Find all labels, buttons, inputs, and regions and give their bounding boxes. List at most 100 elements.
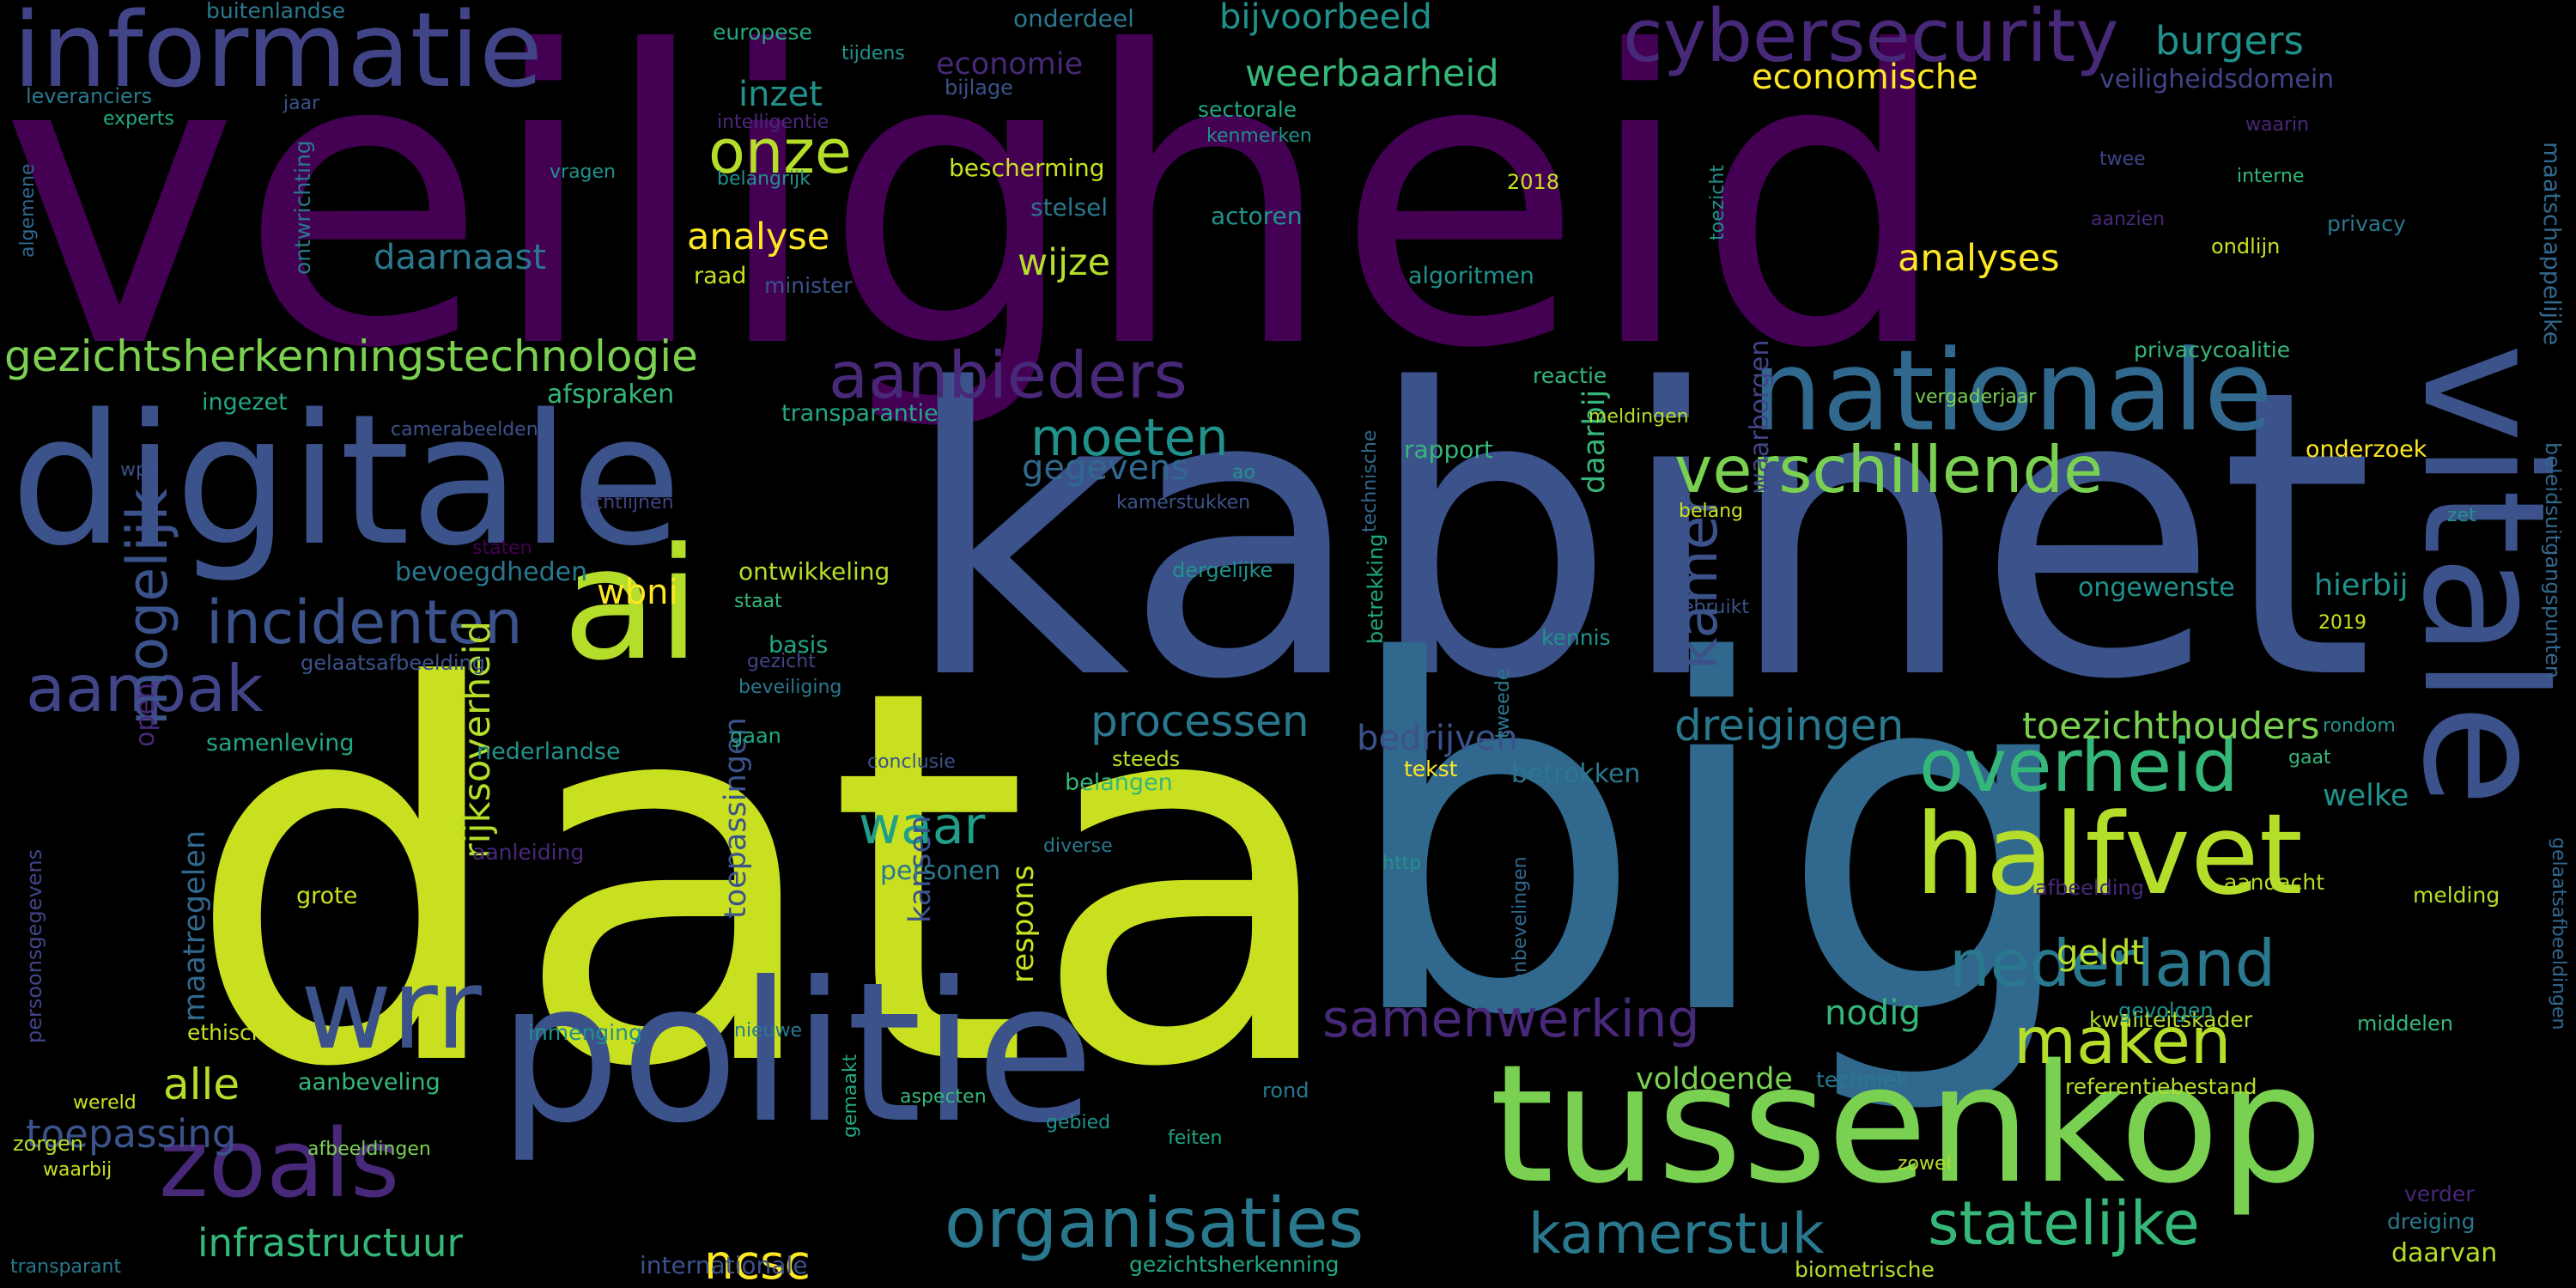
word-beveiliging: beveiliging [738, 677, 842, 698]
word-transparantie: transparantie [781, 400, 939, 427]
word-gezichtsherkenning: gezichtsherkenning [1129, 1252, 1340, 1277]
word-gebruikt: gebruikt [1670, 597, 1749, 618]
word-ai: ai [562, 515, 701, 695]
word-algoritmes: algoritmes [1242, 807, 1285, 1005]
word-wijze: wijze [1018, 241, 1111, 284]
word-technische: technische [1359, 429, 1381, 532]
word-internationale: internationale [640, 1251, 808, 1279]
word-kamerstuk: kamerstuk [1528, 1202, 1825, 1267]
word-leveranciers: leveranciers [26, 84, 153, 108]
word-tweede: tweede [1492, 668, 1514, 738]
word-wpg: wpg [120, 459, 160, 481]
word-gezicht: gezicht [747, 651, 816, 672]
word-zet: zet [2447, 505, 2476, 526]
word-meldingen: meldingen [1589, 406, 1689, 428]
word-aanbeveling: aanbeveling [298, 1069, 440, 1096]
word-ao: ao [1232, 462, 1255, 483]
word-experts: experts [103, 108, 174, 130]
word-toepassing: toepassing [26, 1111, 237, 1157]
word-kabinet: kabinet [902, 307, 2374, 766]
word-belangen: belangen [1065, 769, 1173, 796]
word-onderzoek: onderzoek [2306, 436, 2427, 463]
word-statelijke: statelijke [1928, 1188, 2200, 1259]
word-voldoende: voldoende [1636, 1062, 1793, 1097]
word-bedrijven: bedrijven [1357, 719, 1518, 758]
word-hierbij: hierbij [2314, 568, 2409, 603]
word-halfvet: halfvet [1915, 789, 2303, 920]
word-betrokken: betrokken [1511, 759, 1641, 789]
word-2018: 2018 [1507, 170, 1560, 194]
word-techniek: techniek [1816, 1067, 1909, 1092]
word-waar: waar [859, 796, 986, 856]
word-verschillende: verschillende [1674, 432, 2104, 507]
word-bescherming: bescherming [949, 154, 1105, 182]
word-respons: respons [1006, 865, 1041, 983]
word-veiligheidsdomein: veiligheidsdomein [2099, 64, 2335, 94]
word-privacycoalitie: privacycoalitie [2134, 337, 2291, 362]
word-melding: melding [2413, 883, 2500, 908]
word-samenleving: samenleving [206, 730, 355, 756]
word-wbni: wbni [597, 573, 678, 612]
word-nieuwe: nieuwe [734, 1020, 803, 1042]
word-big: big [1340, 562, 2084, 1121]
word-ondlijn: ondlijn [2211, 234, 2281, 258]
word-europese: europese [713, 20, 812, 45]
word-sectorale: sectorale [1198, 97, 1297, 122]
word-gaan: gaan [730, 724, 781, 748]
word-overheid: overheid [1919, 724, 2239, 809]
word-referentiebestand: referentiebestand [2065, 1074, 2257, 1099]
word-vergaderjaar: vergaderjaar [1915, 386, 2037, 408]
word-steeds: steeds [1112, 747, 1181, 771]
word-http: http [1382, 853, 1422, 874]
word-economische: economische [1752, 58, 1978, 97]
word-conclusie: conclusie [867, 751, 956, 773]
word-verder: verder [2404, 1182, 2475, 1206]
word-onze: onze [708, 117, 853, 187]
word-aanpak: aanpak [26, 651, 264, 726]
word-nationale: nationale [1752, 325, 2273, 456]
word-gelaatsafbeeldingen: gelaatsafbeeldingen [2548, 837, 2569, 1030]
word-incidenten: incidenten [206, 587, 523, 658]
word-rapport: rapport [1404, 435, 1493, 464]
word-ingezet: ingezet [202, 389, 288, 416]
word-maatregelen: maatregelen [178, 829, 212, 1022]
word-wrr: wrr [301, 944, 482, 1074]
word-inmenging: inmenging [528, 1020, 642, 1045]
word-daarnaast: daarnaast [374, 238, 547, 277]
word-infrastructuur: infrastructuur [197, 1220, 463, 1266]
word-belangrijk: belangrijk [717, 168, 811, 190]
word-aandacht: aandacht [2224, 870, 2325, 895]
word-open: open [131, 683, 161, 747]
word-actoren: actoren [1211, 202, 1303, 230]
word-waarborgen: waarborgen [1745, 339, 1775, 494]
word-privacy: privacy [2327, 211, 2406, 236]
word-twee: twee [2099, 149, 2146, 170]
word-ontwrichting: ontwrichting [290, 140, 315, 275]
word-richtlijnen: richtlijnen [580, 492, 674, 513]
word-ongewenste: ongewenste [2078, 573, 2235, 603]
word-rond: rond [1262, 1078, 1309, 1103]
word-belang: belang [1679, 501, 1744, 522]
word-wereld: wereld [73, 1092, 137, 1114]
word-transparant: transparant [10, 1256, 122, 1278]
word-aspecten: aspecten [900, 1086, 987, 1108]
word-tekst: tekst [1404, 756, 1458, 781]
word-algoritmen: algoritmen [1408, 263, 1534, 289]
word-maken: maken [2014, 1003, 2232, 1078]
word-kwaliteitskader: kwaliteitskader [2089, 1007, 2252, 1032]
word-aanleiding: aanleiding [472, 840, 585, 865]
word-gezichtsherkenningstechnologie: gezichtsherkenningstechnologie [4, 331, 698, 381]
word-persoonsgegevens: persoonsgegevens [22, 848, 46, 1043]
word-interne: interne [2237, 166, 2305, 187]
word-algemene: algemene [17, 163, 39, 258]
word-rondom: rondom [2323, 715, 2396, 737]
word-toezicht: toezicht [1707, 165, 1728, 240]
word-onderdeel: onderdeel [1013, 4, 1134, 33]
word-gemaakt: gemaakt [840, 1054, 861, 1138]
word-nodig: nodig [1825, 993, 1921, 1033]
word-kenmerken: kenmerken [1206, 125, 1312, 147]
word-buitenlandse: buitenlandse [206, 0, 346, 23]
word-zorgen: zorgen [13, 1132, 83, 1156]
word-analyse: analyse [687, 216, 830, 258]
